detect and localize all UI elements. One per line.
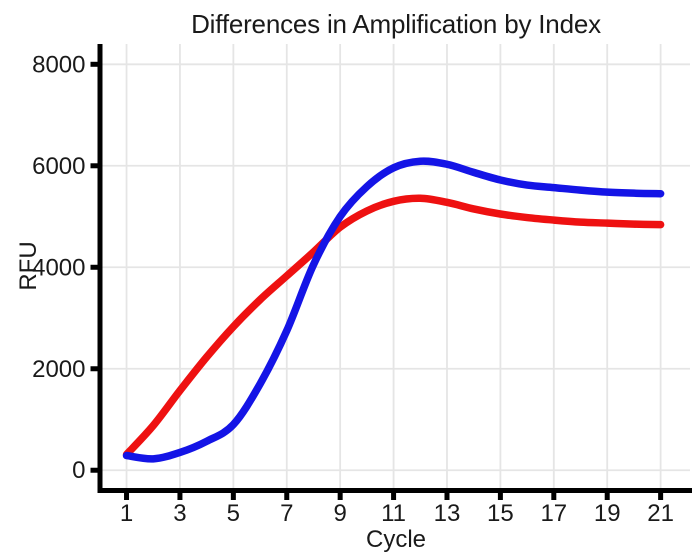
series-layer — [122, 157, 665, 463]
x-tick-label: 3 — [173, 500, 186, 527]
x-tick-mark — [497, 493, 503, 500]
x-tick-label: 11 — [381, 500, 406, 527]
axis-layer — [97, 44, 692, 493]
grid-layer — [102, 44, 690, 488]
x-tick-label: 21 — [647, 500, 674, 527]
x-tick-mark — [604, 493, 610, 500]
y-tick-label: 6000 — [32, 153, 85, 180]
y-tick-mark — [90, 366, 98, 372]
x-tick-mark — [337, 493, 343, 500]
x-tick-label: 7 — [280, 500, 293, 527]
y-tick-mark — [90, 61, 98, 67]
x-axis-spine — [97, 488, 692, 493]
x-tick-mark — [230, 493, 236, 500]
x-tick-label: 13 — [434, 500, 461, 527]
y-tick-label: 4000 — [32, 254, 85, 281]
x-tick-mark — [444, 493, 450, 500]
y-axis-label: RFU — [15, 241, 42, 290]
y-tick-label: 0 — [72, 457, 85, 484]
y-tick-label: 2000 — [32, 356, 85, 383]
y-tick-label: 8000 — [32, 51, 85, 78]
y-tick-mark — [90, 467, 98, 473]
x-tick-mark — [658, 493, 664, 500]
x-tick-label: 1 — [120, 500, 133, 527]
x-tick-label: 17 — [540, 500, 567, 527]
y-axis-spine — [97, 44, 103, 493]
x-tick-mark — [177, 493, 183, 500]
x-axis-label: Cycle — [366, 526, 426, 553]
series-line-red — [122, 194, 665, 459]
x-tick-label: 15 — [487, 500, 514, 527]
y-tick-mark — [90, 264, 98, 270]
x-tick-mark — [391, 493, 397, 500]
x-tick-mark — [284, 493, 290, 500]
chart-title: Differences in Amplification by Index — [191, 9, 601, 39]
x-tick-mark — [551, 493, 557, 500]
y-tick-mark — [90, 163, 98, 169]
tick-layer — [90, 61, 664, 500]
x-tick-label: 5 — [227, 500, 240, 527]
x-tick-label: 19 — [594, 500, 621, 527]
series-line-blue — [122, 157, 665, 463]
x-tick-mark — [124, 493, 130, 500]
x-tick-label: 9 — [333, 500, 346, 527]
